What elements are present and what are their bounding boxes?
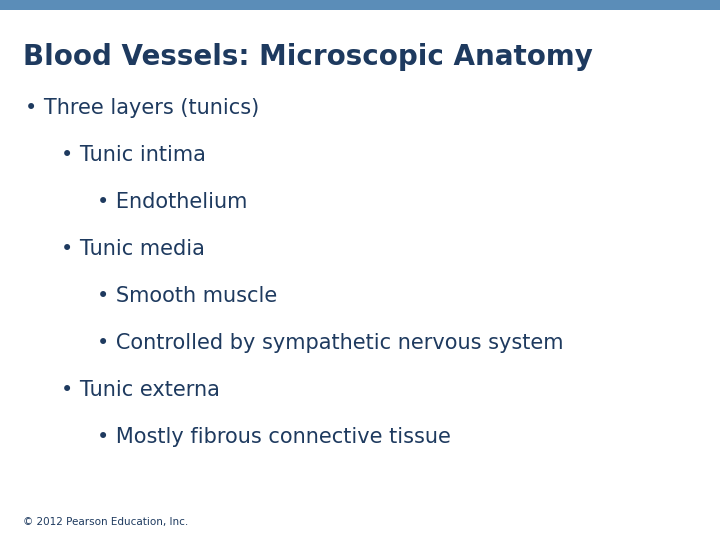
Text: • Smooth muscle: • Smooth muscle xyxy=(97,286,277,306)
Text: • Controlled by sympathetic nervous system: • Controlled by sympathetic nervous syst… xyxy=(97,333,564,353)
Text: • Tunic externa: • Tunic externa xyxy=(61,380,220,400)
Text: © 2012 Pearson Education, Inc.: © 2012 Pearson Education, Inc. xyxy=(23,516,189,526)
Text: • Endothelium: • Endothelium xyxy=(97,192,248,212)
Text: • Mostly fibrous connective tissue: • Mostly fibrous connective tissue xyxy=(97,427,451,447)
Text: • Tunic intima: • Tunic intima xyxy=(61,145,206,165)
Text: Blood Vessels: Microscopic Anatomy: Blood Vessels: Microscopic Anatomy xyxy=(23,43,593,71)
Text: • Tunic media: • Tunic media xyxy=(61,239,205,259)
Bar xyxy=(0,0,720,10)
Text: • Three layers (tunics): • Three layers (tunics) xyxy=(25,98,259,118)
